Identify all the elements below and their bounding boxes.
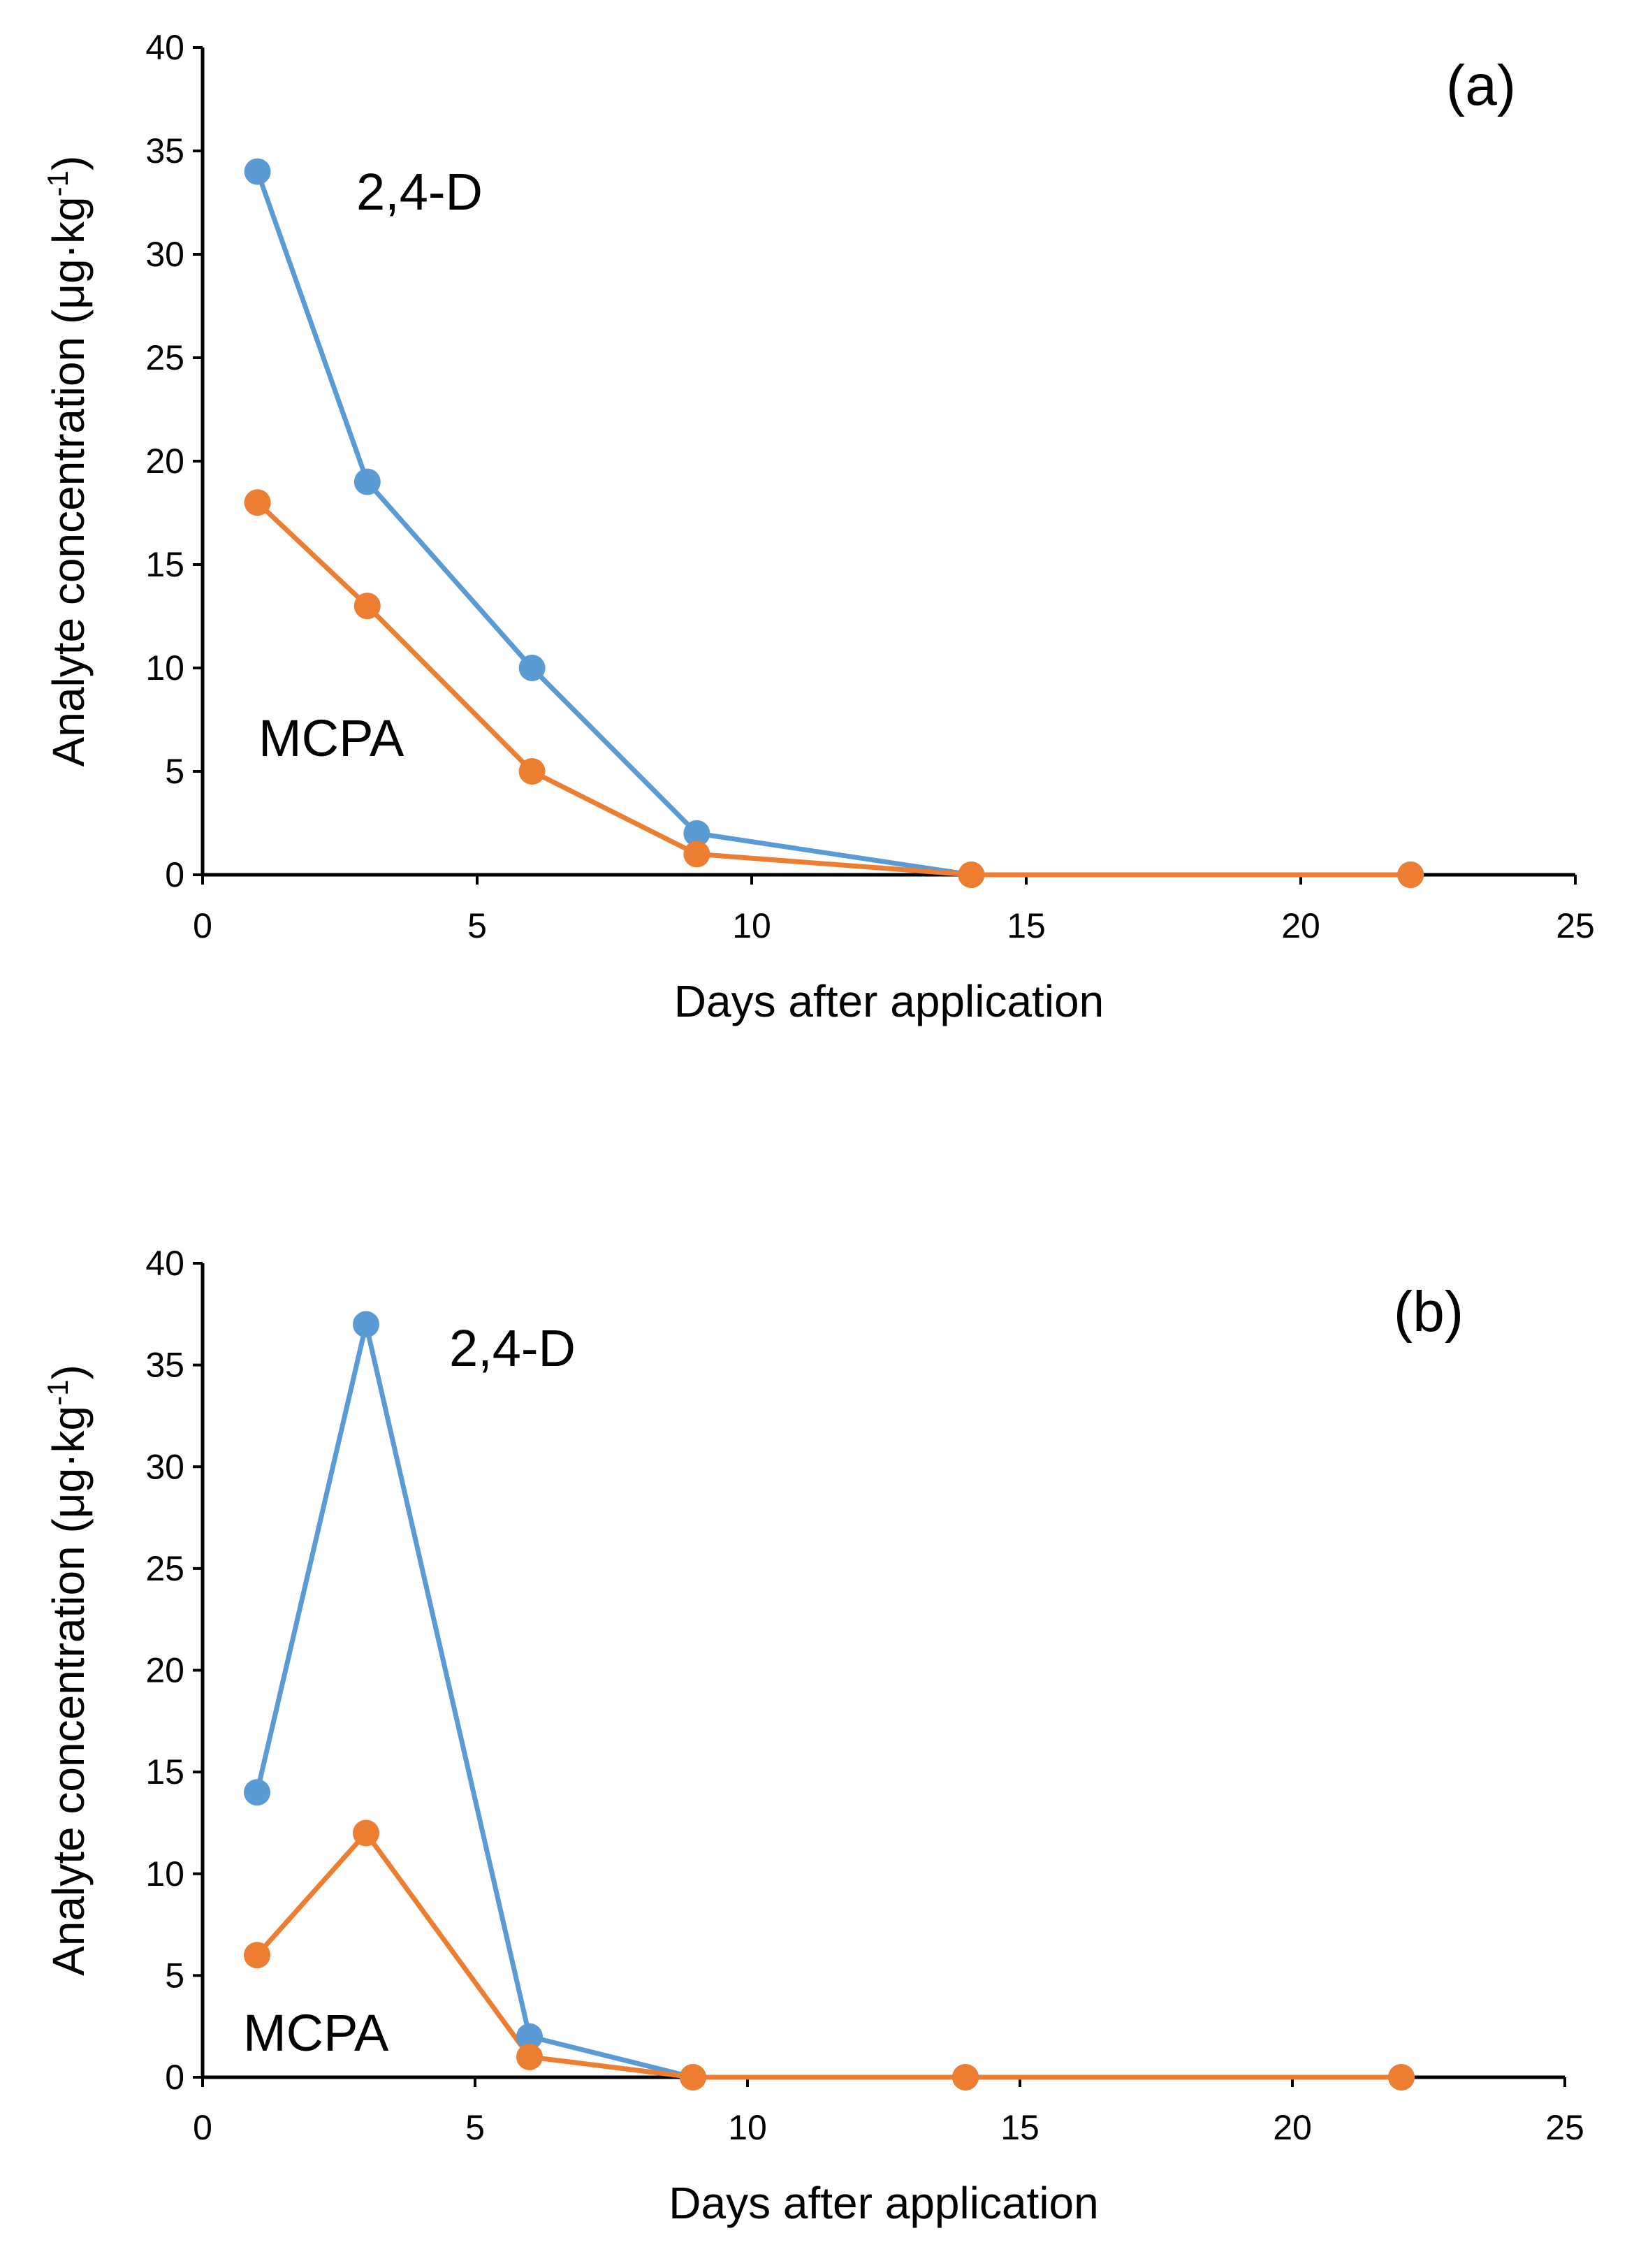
y-axis-label-suffix: ) — [43, 156, 94, 170]
y-tick-label: 30 — [145, 235, 184, 274]
data-point-2-4-d — [353, 468, 381, 495]
data-point-mcpa — [353, 1819, 379, 1847]
x-tick-label: 5 — [467, 906, 487, 945]
series-label-2-4-d: 2,4-D — [356, 163, 483, 221]
x-tick-label: 0 — [193, 906, 212, 945]
y-tick-label: 40 — [145, 1244, 184, 1283]
data-point-mcpa — [958, 862, 985, 888]
y-tick-label: 35 — [145, 131, 184, 170]
data-point-2-4-d — [683, 820, 710, 847]
y-tick-label: 0 — [165, 855, 184, 894]
y-axis-label: Analyte concentration (μg·kg-1) — [41, 1365, 94, 1976]
y-tick-label: 5 — [165, 752, 184, 791]
x-axis-label: Days after application — [674, 976, 1104, 1026]
series-label-2-4-d: 2,4-D — [449, 1319, 576, 1377]
y-tick-label: 0 — [165, 2058, 184, 2097]
y-tick-label: 25 — [145, 1549, 184, 1588]
data-point-2-4-d — [353, 1311, 379, 1338]
data-point-mcpa — [680, 2064, 706, 2091]
chart-panel-a: 0 5 10 15 20 25 30 35 40 0 5 10 15 20 25 Days after app… — [41, 28, 1595, 1026]
data-point-mcpa — [244, 1942, 270, 1969]
data-point-2-4-d — [516, 2023, 543, 2050]
y-axis-label: Analyte concentration (μg·kg-1) — [41, 156, 94, 767]
x-tick-label: 10 — [728, 2108, 767, 2147]
panel-label: (b) — [1394, 1280, 1464, 1344]
y-tick-label: 10 — [145, 1854, 184, 1893]
y-tick-label: 15 — [145, 545, 184, 584]
data-point-mcpa — [1388, 2064, 1415, 2091]
y-axis-label-superscript: -1 — [41, 170, 74, 196]
series-label-mcpa: MCPA — [258, 709, 404, 767]
y-tick-label: 30 — [145, 1447, 184, 1486]
series-line-2-4-d — [254, 1321, 1401, 2080]
y-tick-label: 35 — [145, 1346, 184, 1385]
series-line-2-4-d — [255, 170, 1411, 878]
y-tick-label: 20 — [145, 442, 184, 481]
chart-panel-b: 0 5 10 15 20 25 30 35 40 0 5 10 15 20 25 Days after app… — [41, 1244, 1584, 2228]
x-tick-label: 20 — [1273, 2108, 1312, 2147]
y-tick-label: 15 — [145, 1752, 184, 1791]
data-point-2-4-d — [518, 655, 546, 681]
x-tick-label: 25 — [1556, 906, 1595, 945]
y-axis-label-superscript: -1 — [41, 1379, 74, 1405]
x-tick-label: 20 — [1281, 906, 1320, 945]
x-tick-label: 5 — [465, 2108, 485, 2147]
series-line-mcpa — [256, 500, 1411, 878]
panel-label: (a) — [1446, 54, 1516, 117]
y-tick-label: 40 — [145, 28, 184, 67]
series-line-mcpa — [255, 1831, 1401, 2080]
x-tick-label: 0 — [193, 2108, 212, 2147]
data-point-2-4-d — [244, 1779, 270, 1806]
y-tick-label: 20 — [145, 1651, 184, 1690]
data-point-mcpa — [353, 593, 381, 620]
y-tick-label: 10 — [145, 648, 184, 688]
x-tick-label: 15 — [1007, 906, 1046, 945]
y-axis-label-main: Analyte concentration (μg·kg — [43, 1406, 94, 1976]
x-tick-label: 25 — [1545, 2108, 1584, 2147]
data-point-mcpa — [952, 2064, 979, 2091]
data-point-mcpa — [518, 758, 546, 785]
data-point-mcpa — [244, 489, 271, 516]
y-axis-label-suffix: ) — [43, 1365, 94, 1379]
data-point-mcpa — [1397, 862, 1424, 888]
data-point-mcpa — [683, 841, 710, 868]
series-label-mcpa: MCPA — [243, 2004, 389, 2062]
y-tick-label: 5 — [165, 1956, 184, 1995]
x-tick-label: 15 — [1000, 2108, 1040, 2147]
data-point-mcpa — [516, 2043, 543, 2070]
x-tick-label: 10 — [732, 906, 771, 945]
x-axis-label: Days after application — [669, 2178, 1098, 2228]
y-tick-label: 25 — [145, 338, 184, 377]
data-point-2-4-d — [244, 158, 271, 185]
y-axis-label-main: Analyte concentration (μg·kg — [43, 196, 94, 766]
